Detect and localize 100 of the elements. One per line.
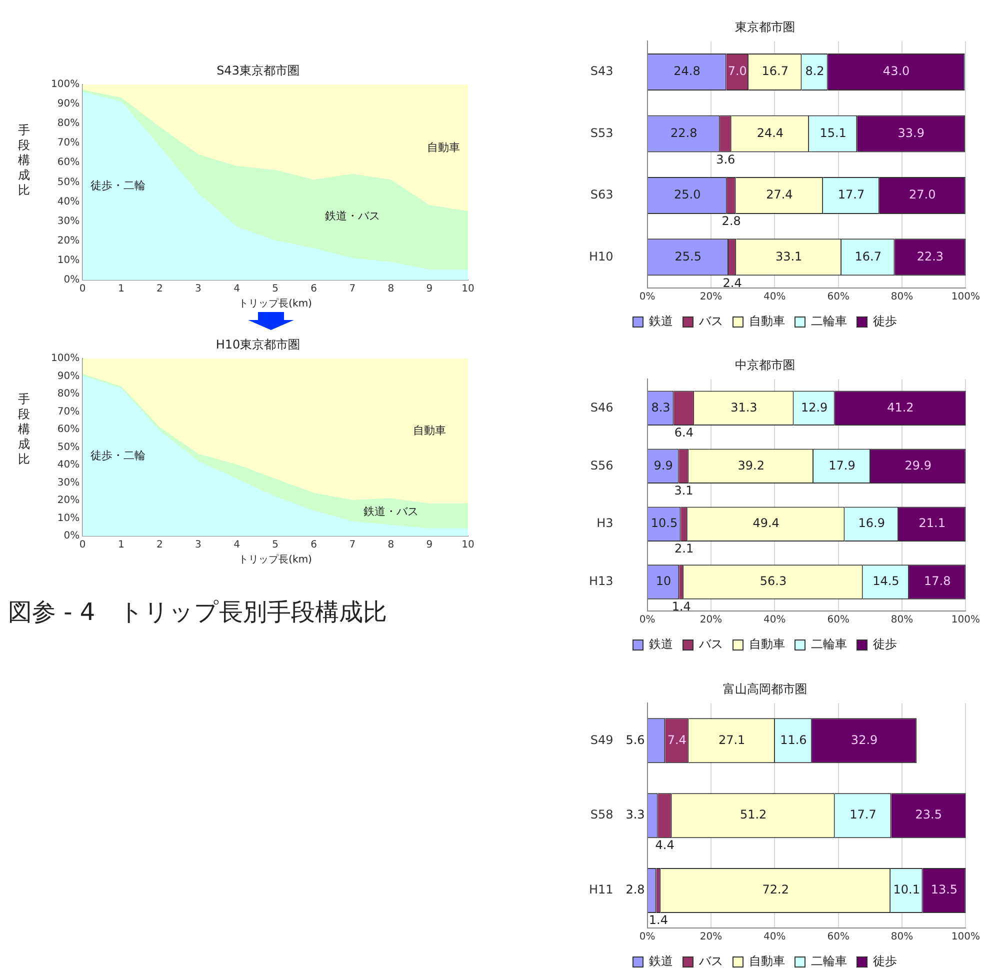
data-label: 8.2 — [805, 64, 824, 78]
chart-title: 中京都市圏 — [735, 358, 795, 372]
data-label: 16.9 — [858, 516, 885, 530]
chart-title: H10東京都市圏 — [216, 337, 300, 352]
legend-label: 徒歩 — [873, 314, 897, 328]
data-label: 39.2 — [738, 458, 764, 472]
x-tick-label: 0 — [79, 284, 86, 295]
data-label: 1.4 — [672, 600, 691, 614]
data-label: 1.4 — [648, 913, 668, 928]
chart-title: 富山高岡都市圏 — [723, 682, 807, 696]
x-tick-label: 6 — [310, 540, 318, 551]
y-tick-label: 50% — [57, 442, 80, 453]
legend-label: 徒歩 — [873, 637, 897, 652]
y-tick-label: S53 — [590, 126, 614, 140]
x-tick-label: 0% — [639, 932, 656, 943]
data-label: 13.5 — [930, 882, 958, 897]
y-tick-label: 0% — [64, 274, 80, 286]
x-tick-label: 3 — [195, 540, 202, 551]
x-tick-label: 60% — [827, 292, 850, 303]
y-tick-label: 100% — [50, 78, 80, 90]
data-label: 51.2 — [740, 808, 767, 822]
legend-label: 鉄道 — [649, 314, 673, 328]
y-tick-label: 50% — [57, 176, 80, 188]
data-label: 4.4 — [655, 838, 674, 852]
data-label: 5.6 — [626, 732, 645, 747]
y-tick-label: S63 — [590, 188, 614, 202]
x-tick-label: 2 — [156, 540, 163, 551]
y-tick-label: 70% — [57, 406, 80, 418]
y-tick-label: 30% — [57, 216, 80, 227]
data-label: 7.0 — [728, 64, 747, 78]
x-tick-label: 40% — [764, 292, 786, 303]
data-label: 14.5 — [872, 574, 900, 588]
legend-label: バス — [698, 314, 723, 328]
x-tick-label: 7 — [349, 540, 356, 551]
x-tick-label: 4 — [234, 540, 240, 551]
data-label: 8.3 — [651, 400, 670, 414]
legend-label: バス — [698, 637, 723, 652]
x-tick-label: 9 — [426, 284, 433, 295]
x-tick-label: 60% — [827, 932, 850, 943]
data-label: 25.5 — [674, 249, 702, 264]
data-label: 24.8 — [674, 64, 700, 78]
legend-label: 徒歩 — [873, 954, 897, 968]
data-label: 16.7 — [854, 249, 882, 264]
y-tick-label: H13 — [588, 574, 614, 588]
series-label: 自動車 — [412, 424, 446, 438]
x-tick-label: 40% — [764, 614, 786, 626]
data-label: 17.7 — [850, 808, 876, 822]
legend-label: 二輪車 — [811, 637, 847, 652]
data-label: 17.8 — [924, 574, 951, 588]
data-label: 56.3 — [760, 574, 787, 588]
x-tick-label: 8 — [388, 284, 394, 295]
x-tick-label: 9 — [426, 540, 433, 551]
data-label: 3.3 — [626, 808, 645, 822]
legend-label: 鉄道 — [649, 954, 673, 968]
legend-label: 自動車 — [749, 314, 785, 328]
y-tick-label: S56 — [590, 458, 614, 472]
data-label: 7.4 — [667, 732, 686, 747]
x-tick-label: 10 — [462, 540, 474, 551]
data-label: 32.9 — [850, 732, 878, 747]
y-tick-label: 80% — [57, 388, 80, 400]
legend-label: バス — [698, 954, 723, 968]
data-label: 11.6 — [780, 732, 807, 747]
data-label: 27.0 — [909, 188, 936, 202]
data-label: 24.4 — [756, 126, 784, 140]
x-tick-label: 0% — [639, 614, 656, 626]
x-tick-label: 1 — [118, 284, 124, 295]
x-tick-label: 100% — [951, 932, 980, 943]
text: 図参 - 4 トリップ長別手段構成比 — [8, 597, 388, 628]
y-tick-label: 20% — [57, 495, 80, 506]
y-tick-label: S43 — [590, 64, 614, 78]
x-tick-label: 8 — [388, 540, 394, 551]
x-tick-label: 100% — [951, 614, 980, 626]
data-label: 2.4 — [722, 276, 742, 290]
series-label: 徒歩・二輪 — [90, 178, 146, 192]
y-tick-label: 30% — [57, 477, 80, 488]
x-axis-title: トリップ長(km) — [238, 554, 312, 566]
data-label: 29.9 — [904, 458, 932, 472]
x-tick-label: 20% — [700, 614, 722, 626]
x-tick-label: 0% — [639, 292, 656, 303]
legend-label: 鉄道 — [649, 637, 673, 652]
x-tick-label: 80% — [890, 932, 914, 943]
data-label: 6.4 — [674, 426, 694, 440]
data-label: 10.5 — [650, 516, 678, 530]
y-tick-label: 60% — [57, 157, 80, 168]
data-label: 15.1 — [820, 126, 846, 140]
data-label: 31.3 — [730, 400, 758, 414]
data-label: 2.8 — [626, 882, 645, 897]
data-label: 10.1 — [893, 882, 920, 897]
data-label: 2.8 — [722, 214, 741, 228]
x-tick-label: 5 — [272, 284, 278, 295]
legend-label: 自動車 — [749, 954, 785, 968]
data-label: 16.7 — [762, 64, 788, 78]
legend-label: 二輪車 — [811, 954, 847, 968]
x-tick-label: 0 — [79, 540, 86, 551]
y-tick-label: 40% — [57, 460, 80, 471]
series-label: 徒歩・二輪 — [90, 448, 146, 462]
y-tick-label: H11 — [588, 882, 614, 897]
x-tick-label: 1 — [118, 540, 124, 551]
data-label: 3.6 — [716, 152, 736, 166]
x-tick-label: 6 — [310, 284, 318, 295]
